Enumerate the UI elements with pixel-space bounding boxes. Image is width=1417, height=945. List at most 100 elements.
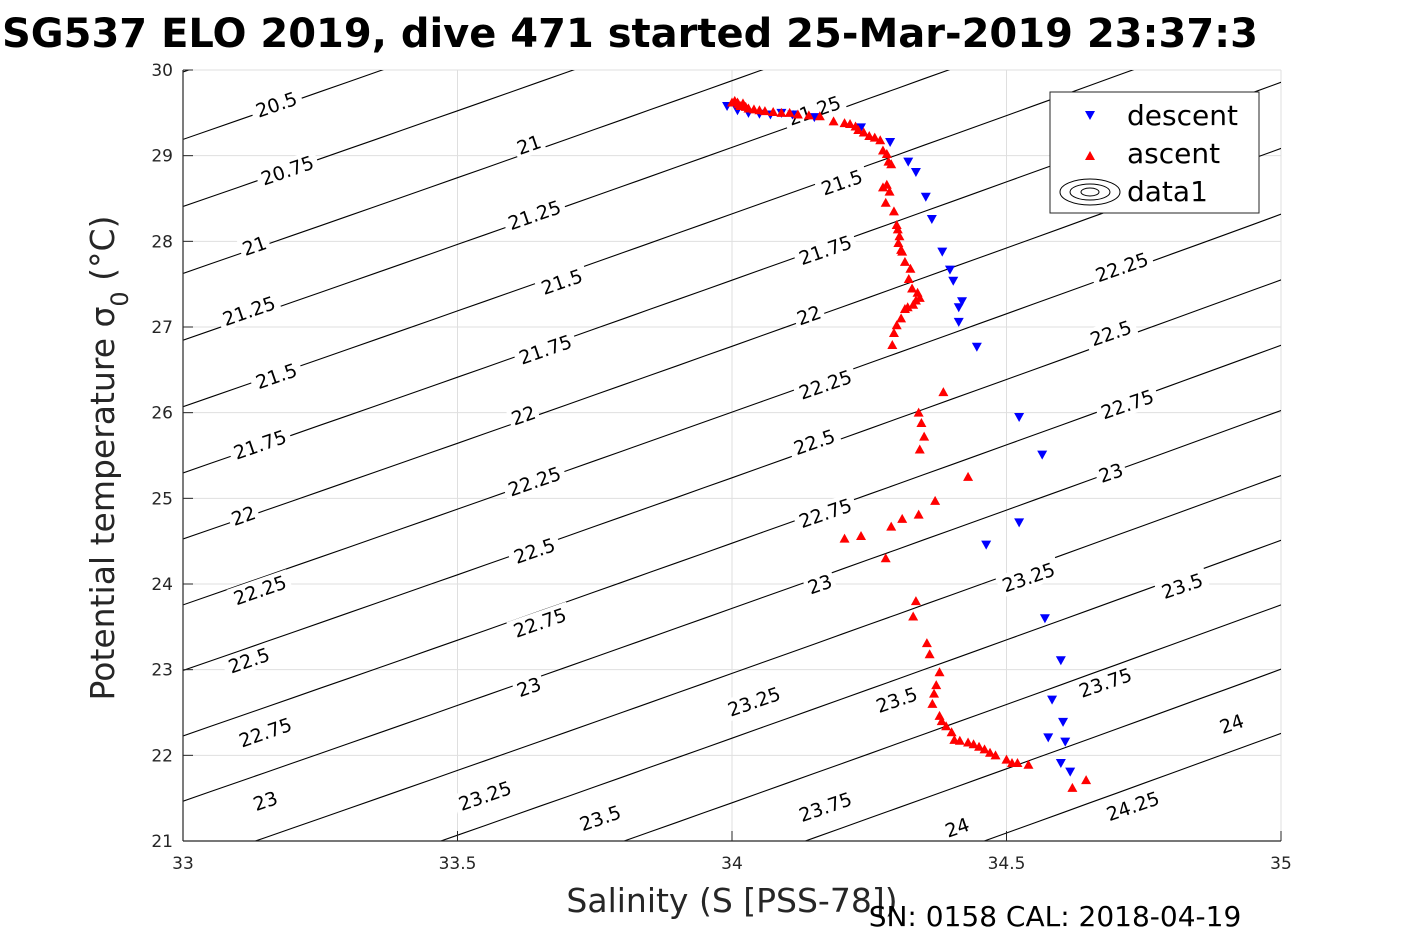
descent-point: [809, 113, 820, 123]
ascent-point: [869, 132, 880, 142]
contour-label-group: 23: [247, 785, 284, 817]
contour-label: 23.5: [1159, 569, 1206, 604]
ascent-point: [941, 721, 952, 731]
ascent-point: [896, 313, 907, 323]
y-tick-label: 27: [151, 318, 173, 338]
isopycnal-line: [982, 732, 1281, 841]
y-tick-label: 30: [151, 61, 173, 81]
x-tick-label: 35: [1270, 854, 1292, 874]
descent-point: [903, 157, 914, 167]
contour-label: 22.75: [511, 604, 570, 643]
descent-point: [1055, 656, 1066, 666]
contour-label: 22.25: [505, 463, 564, 502]
ascent-point: [858, 127, 869, 137]
contour-label: 22.25: [1093, 249, 1152, 288]
contour-label-group: 23.25: [995, 556, 1062, 598]
contour-label-bg: [572, 798, 629, 837]
contour-label-group: 23: [802, 568, 838, 600]
y-tick-label: 25: [151, 489, 173, 509]
contour-label-group: 22.25: [1088, 246, 1156, 288]
contour-label: 22.5: [511, 534, 558, 569]
x-tick-label: 34: [721, 854, 743, 874]
contour-label-group: 21.5: [248, 356, 305, 395]
descent-point: [1037, 450, 1048, 460]
contour-label-group: 23.25: [720, 680, 788, 723]
contour-label-group: 24: [939, 811, 975, 843]
ascent-point: [979, 744, 990, 754]
contour-label-bg: [1071, 661, 1139, 704]
descent-point: [953, 317, 964, 327]
ascent-point: [888, 206, 899, 216]
contour-label-bg: [451, 774, 519, 817]
ascent-point: [914, 444, 925, 454]
contour-label: 23.25: [456, 777, 515, 816]
ascent-point: [968, 739, 979, 749]
x-axis-label: Salinity (S [PSS-78]): [566, 881, 897, 920]
contour-label-bg: [1082, 314, 1139, 352]
contour-label-bg: [791, 785, 859, 828]
contour-label: 21.5: [539, 265, 586, 300]
ascent-point: [936, 716, 947, 726]
ascent-point: [930, 495, 941, 505]
descent-point: [1039, 614, 1050, 624]
ascent-point: [954, 735, 965, 745]
contour-label-bg: [220, 641, 278, 680]
contour-label-group: 23.75: [791, 785, 859, 828]
ascent-point: [1067, 782, 1078, 792]
ascent-point: [792, 109, 803, 119]
descent-point: [1058, 717, 1069, 727]
contour-label-group: 23: [511, 671, 547, 703]
contour-label-bg: [226, 569, 294, 611]
legend-box: [1049, 91, 1260, 214]
descent-point: [1014, 412, 1025, 422]
y-tick-labels: 21 22 23 24 25 26 27 28 29 30: [151, 61, 173, 852]
contour-label-bg: [1213, 708, 1250, 739]
ascent-point: [916, 417, 927, 427]
contour-label-bg: [511, 129, 547, 160]
contour-label: 22.25: [231, 572, 290, 611]
isopycnal-line: [183, 70, 1135, 408]
ascent-point: [938, 387, 949, 397]
contour-label: 21.25: [220, 292, 279, 331]
ascent-point: [768, 106, 779, 116]
contour-label-group: 23.5: [572, 798, 629, 837]
descent-point: [1047, 695, 1058, 705]
contour-label-bg: [247, 785, 284, 817]
isopycnal-line: [803, 668, 1281, 841]
contour-label: 21.75: [231, 426, 290, 465]
contour-label-group: 22.5: [786, 422, 843, 461]
ascent-point: [934, 667, 945, 677]
contour-label-bg: [225, 500, 262, 531]
contour-label-bg: [813, 163, 870, 202]
contour-label-bg: [533, 262, 590, 301]
contour-label-group: 24: [1213, 708, 1250, 739]
ascent-point: [880, 197, 891, 207]
contour-label: 21.25: [505, 196, 564, 235]
contour-label-group: 21.5: [813, 163, 870, 202]
contour-label-bg: [939, 811, 975, 843]
contour-label-bg: [791, 229, 859, 271]
descent-point: [1055, 759, 1066, 769]
y-tick-label: 24: [151, 575, 173, 595]
ascent-point: [892, 224, 903, 234]
ascent-point: [887, 339, 898, 349]
isopycnal-line: [253, 474, 1281, 841]
ascent-point: [853, 124, 864, 134]
contour-label-group: 22.75: [231, 711, 299, 753]
y-tick-label: 28: [151, 232, 173, 252]
ascent-point: [759, 106, 770, 116]
descent-point: [981, 540, 992, 550]
y-tick-label: 21: [151, 832, 173, 852]
data-points: [722, 95, 1092, 792]
contour-label-group: 22: [505, 399, 542, 431]
contour-label-group: 22: [225, 500, 262, 531]
contour-label-group: 22.5: [1082, 314, 1139, 352]
ascent-point: [908, 299, 919, 309]
y-tick-label: 22: [151, 746, 173, 766]
contour-label-bg: [505, 399, 542, 431]
ascent-point: [884, 186, 895, 196]
ascent-point: [913, 407, 924, 417]
descent-point: [971, 342, 982, 352]
contour-label: 23.75: [796, 788, 855, 827]
contour-label-bg: [868, 680, 925, 719]
